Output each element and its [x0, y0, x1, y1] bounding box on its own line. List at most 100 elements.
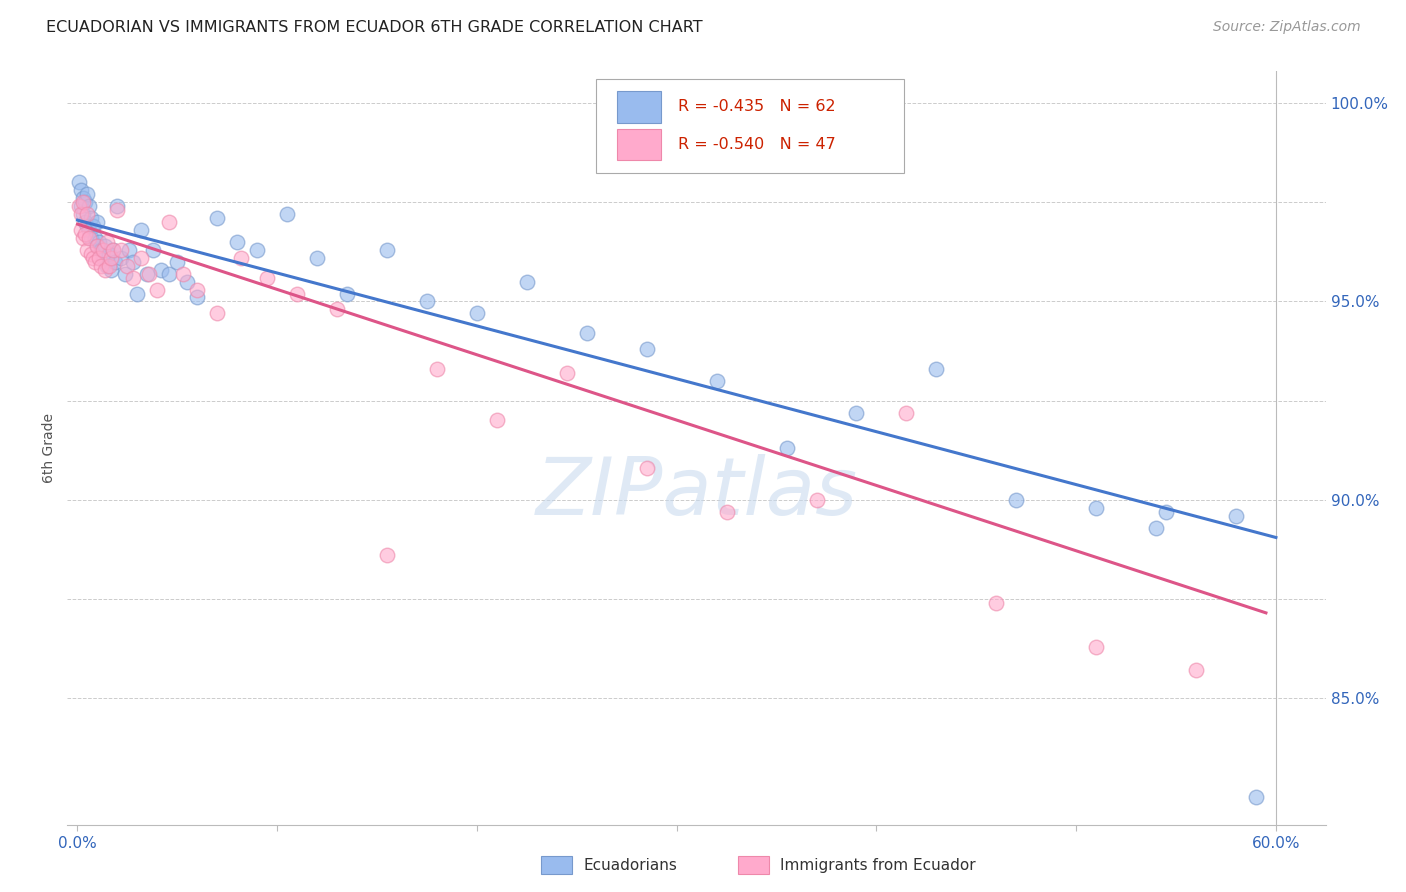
Bar — [617, 91, 661, 122]
Point — [80, 211, 103, 226]
Point — [100, 262, 122, 277]
Point — [246, 243, 269, 257]
Point — [1144, 520, 1167, 534]
Point — [207, 211, 229, 226]
Point — [90, 243, 112, 257]
Point — [75, 227, 97, 241]
Point — [285, 286, 308, 301]
Y-axis label: 6th Grade: 6th Grade — [42, 413, 56, 483]
Point — [150, 262, 173, 277]
Point — [226, 235, 249, 249]
Point — [107, 203, 129, 218]
Point — [86, 215, 108, 229]
Point — [231, 251, 253, 265]
Point — [122, 270, 145, 285]
Point — [1185, 664, 1208, 678]
Point — [516, 275, 538, 289]
Point — [336, 286, 359, 301]
Point — [69, 199, 91, 213]
Point — [117, 259, 139, 273]
Point — [131, 223, 153, 237]
Point — [82, 251, 104, 265]
Point — [98, 247, 121, 261]
Point — [256, 270, 278, 285]
Point — [176, 275, 198, 289]
Point — [555, 366, 578, 380]
Point — [716, 505, 738, 519]
Point — [1225, 508, 1247, 523]
Point — [485, 413, 508, 427]
Point — [94, 262, 117, 277]
Point — [103, 243, 125, 257]
Point — [131, 251, 153, 265]
Point — [1244, 790, 1267, 805]
Point — [326, 302, 349, 317]
Point — [986, 596, 1008, 610]
Point — [575, 326, 598, 341]
Point — [186, 291, 208, 305]
Text: Source: ZipAtlas.com: Source: ZipAtlas.com — [1213, 20, 1361, 34]
Point — [157, 215, 180, 229]
Point — [79, 223, 101, 237]
Point — [84, 254, 107, 268]
Point — [1005, 492, 1028, 507]
Point — [118, 243, 141, 257]
Point — [70, 183, 93, 197]
Point — [82, 219, 104, 233]
Point — [706, 374, 728, 388]
Point — [426, 362, 449, 376]
Text: R = -0.540   N = 47: R = -0.540 N = 47 — [678, 137, 835, 152]
Point — [157, 267, 180, 281]
Point — [72, 231, 94, 245]
Point — [93, 243, 115, 257]
Point — [142, 243, 165, 257]
Point — [94, 239, 117, 253]
Point — [806, 492, 828, 507]
Text: R = -0.435   N = 62: R = -0.435 N = 62 — [678, 99, 835, 114]
Point — [307, 251, 329, 265]
Point — [1154, 505, 1177, 519]
Point — [110, 251, 132, 265]
Point — [207, 306, 229, 320]
Point — [90, 259, 112, 273]
Point — [136, 267, 159, 281]
Point — [80, 231, 103, 245]
Point — [100, 251, 122, 265]
Point — [75, 215, 97, 229]
Text: ECUADORIAN VS IMMIGRANTS FROM ECUADOR 6TH GRADE CORRELATION CHART: ECUADORIAN VS IMMIGRANTS FROM ECUADOR 6T… — [46, 20, 703, 35]
Point — [110, 243, 132, 257]
Point — [465, 306, 488, 320]
Point — [75, 195, 97, 210]
Point — [276, 207, 298, 221]
Point — [146, 283, 169, 297]
Point — [103, 243, 125, 257]
Point — [636, 342, 658, 356]
Point — [416, 294, 439, 309]
Point — [76, 243, 98, 257]
Point — [96, 235, 118, 249]
Point — [925, 362, 948, 376]
Point — [186, 283, 208, 297]
Point — [72, 207, 94, 221]
Point — [79, 231, 101, 245]
Point — [1085, 500, 1108, 515]
Point — [896, 405, 918, 419]
Point — [76, 207, 98, 221]
Point — [76, 187, 98, 202]
Point — [70, 199, 93, 213]
Text: ZIPatlas: ZIPatlas — [536, 454, 858, 533]
Point — [69, 176, 91, 190]
Text: Immigrants from Ecuador: Immigrants from Ecuador — [780, 858, 976, 872]
Bar — [617, 128, 661, 161]
Point — [89, 235, 111, 249]
Point — [79, 199, 101, 213]
Point — [172, 267, 194, 281]
Point — [138, 267, 160, 281]
Point — [80, 247, 103, 261]
Point — [636, 461, 658, 475]
FancyBboxPatch shape — [596, 78, 904, 173]
Point — [70, 223, 93, 237]
Text: Ecuadorians: Ecuadorians — [583, 858, 678, 872]
Point — [86, 239, 108, 253]
Point — [845, 405, 868, 419]
